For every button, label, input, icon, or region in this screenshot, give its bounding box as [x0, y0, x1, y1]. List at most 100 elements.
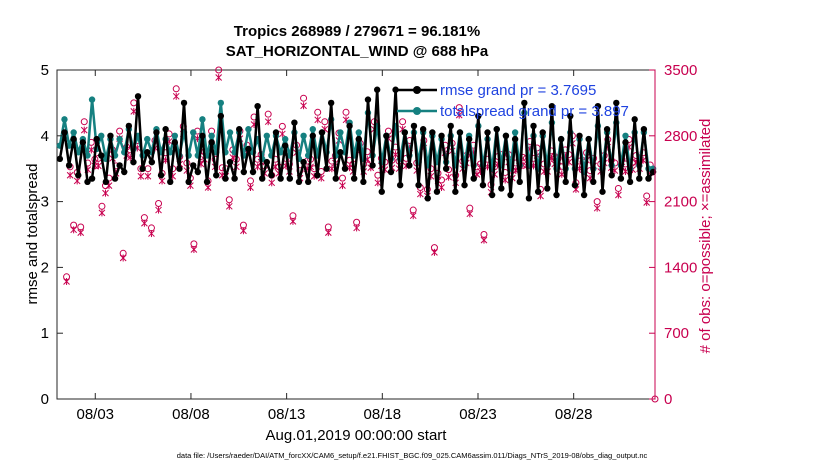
totalspread-point [309, 126, 316, 133]
totalspread-point [622, 132, 629, 139]
totalspread-point [199, 116, 206, 123]
rmse-point [148, 158, 156, 166]
obs-assimilated-marker [66, 171, 74, 179]
rmse-point [530, 122, 537, 130]
totalspread-point [208, 132, 215, 139]
rmse-point [617, 175, 625, 182]
rmse-point [484, 129, 491, 136]
rmse-point [79, 139, 87, 146]
rmse-point [585, 135, 592, 143]
x-tick-label: 08/18 [364, 406, 402, 423]
y-right-tick-label: 2800 [664, 128, 697, 145]
rmse-point [631, 116, 638, 123]
rmse-point [162, 126, 169, 133]
rmse-point [392, 86, 399, 93]
obs-assimilated-marker [409, 212, 417, 220]
rmse-point [373, 86, 381, 93]
totalspread-point [70, 129, 77, 136]
obs-assimilated-marker [254, 163, 261, 171]
rmse-point [236, 126, 243, 133]
rmse-point [263, 158, 271, 166]
rmse-point [429, 129, 436, 136]
y-left-tick-label: 1 [41, 325, 49, 342]
rmse-point [75, 172, 82, 179]
rmse-line [58, 88, 655, 200]
totalspread-point [337, 129, 344, 136]
rmse-point [190, 162, 197, 169]
rmse-point [337, 149, 344, 156]
y-axis-right-label: # of obs: o=possible; ×=assimilated [697, 119, 714, 354]
obs-assimilated-marker [416, 190, 424, 198]
rmse-point [567, 112, 574, 120]
rmse-point [364, 96, 372, 103]
rmse-point [599, 188, 606, 195]
rmse-point [461, 181, 468, 189]
rmse-point [350, 175, 358, 182]
y-axis-left: 0 1 2 3 4 5 [41, 62, 63, 408]
rmse-point [502, 132, 510, 139]
x-tick-label: 08/13 [268, 406, 306, 423]
obs-assimilated-marker [615, 191, 622, 199]
obs-possible-marker [98, 202, 106, 210]
obs-assimilated-marker [374, 179, 382, 187]
chart-title-line2: SAT_HORIZONTAL_WIND @ 688 hPa [226, 43, 489, 60]
obs-assimilated-marker [172, 92, 180, 100]
rmse-point [217, 112, 225, 120]
obs-assimilated-marker [247, 184, 254, 191]
obs-assimilated-marker [264, 118, 272, 126]
rmse-point [327, 99, 335, 107]
totalspread-point [116, 135, 123, 143]
rmse-point [594, 102, 602, 110]
obs-possible-marker [215, 66, 223, 74]
rmse-point [116, 162, 123, 169]
rmse-point [249, 168, 257, 176]
rmse-point [452, 188, 459, 195]
rmse-point [341, 165, 349, 172]
y-right-tick-label: 1400 [664, 259, 697, 276]
y-right-tick-label: 0 [664, 391, 672, 408]
rmse-point [396, 181, 404, 189]
y-right-tick-label: 3500 [664, 62, 697, 79]
rmse-point [277, 175, 284, 182]
obs-possible-marker [155, 199, 163, 207]
rmse-point [84, 178, 91, 186]
rmse-point [507, 191, 514, 199]
rmse-point [557, 135, 565, 143]
obs-possible-marker [300, 94, 308, 102]
rmse-point [539, 129, 546, 136]
plot-area [56, 69, 656, 400]
totalspread-point [144, 135, 151, 143]
rmse-point [272, 129, 280, 136]
rmse-point [622, 139, 629, 146]
rmse-point [576, 132, 583, 139]
obs-assimilated-marker [438, 184, 445, 191]
obs-possible-marker [80, 118, 88, 126]
obs-assimilated-marker [98, 209, 106, 217]
obs-possible-marker [338, 174, 346, 182]
rmse-point [534, 188, 542, 195]
rmse-point [456, 129, 464, 136]
obs-assimilated-marker [240, 227, 247, 235]
obs-possible-marker [399, 118, 407, 126]
obs-assimilated-marker [445, 173, 452, 181]
rmse-point [167, 178, 174, 186]
y-axis-left-label: rmse and totalspread [24, 164, 41, 305]
rmse-point [282, 142, 289, 149]
rmse-point [295, 178, 303, 186]
rmse-point [203, 178, 211, 186]
x-tick-label: 08/08 [172, 406, 210, 423]
rmse-point [590, 178, 597, 186]
totalspread-point [171, 132, 179, 139]
obs-assimilated-marker [431, 248, 438, 256]
totalspread-point [88, 96, 96, 103]
obs-assimilated-marker [137, 172, 145, 180]
rmse-point [544, 185, 551, 192]
obs-assimilated-marker [190, 246, 198, 254]
rmse-point [300, 158, 307, 166]
obs-possible-marker [264, 110, 272, 118]
rmse-point [185, 178, 192, 186]
rmse-point [433, 188, 441, 195]
y-left-tick-label: 0 [41, 391, 49, 408]
obs-possible-marker [172, 85, 180, 93]
rmse-point [447, 122, 454, 130]
